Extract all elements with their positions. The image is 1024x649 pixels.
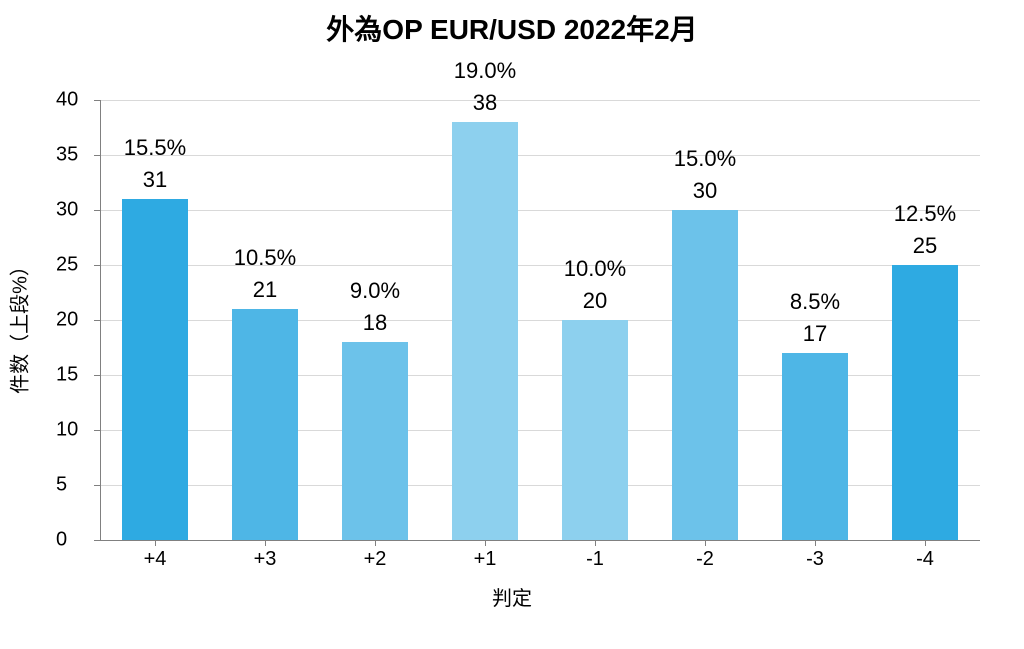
y-tick-label: 35	[56, 144, 92, 167]
x-tick-label: -2	[696, 548, 714, 571]
bar-percent-label: 8.5%	[760, 289, 870, 315]
bar-percent-label: 19.0%	[430, 58, 540, 84]
x-tick-label: +1	[474, 548, 497, 571]
bar	[122, 199, 188, 540]
chart-title: 外為OP EUR/USD 2022年2月	[0, 8, 1024, 48]
bar	[342, 342, 408, 540]
bar-value-label: 25	[870, 233, 980, 259]
bar-value-label: 17	[760, 321, 870, 347]
x-tick-mark	[265, 540, 266, 546]
bar-percent-label: 12.5%	[870, 201, 980, 227]
y-tick-label: 15	[56, 364, 92, 387]
plot-area: 3115.5%+42110.5%+3189.0%+23819.0%+12010.…	[100, 100, 980, 540]
bar-percent-label: 15.0%	[650, 146, 760, 172]
y-tick-label: 40	[56, 89, 92, 112]
gridline	[100, 155, 980, 156]
bar	[232, 309, 298, 540]
x-tick-mark	[155, 540, 156, 546]
gridline	[100, 100, 980, 101]
x-axis-line	[100, 540, 980, 541]
bar	[892, 265, 958, 540]
y-axis-label: 件数（上段%）	[4, 256, 33, 394]
x-tick-label: +2	[364, 548, 387, 571]
bar	[782, 353, 848, 540]
y-axis-line	[100, 100, 101, 540]
y-tick-label: 10	[56, 419, 92, 442]
bar	[672, 210, 738, 540]
y-tick-label: 30	[56, 199, 92, 222]
x-axis-label: 判定	[492, 582, 532, 611]
y-tick-label: 0	[56, 529, 92, 552]
bar-value-label: 38	[430, 90, 540, 116]
bar-percent-label: 10.0%	[540, 256, 650, 282]
bar	[452, 122, 518, 540]
bar	[562, 320, 628, 540]
gridline	[100, 210, 980, 211]
bar-value-label: 20	[540, 288, 650, 314]
x-tick-mark	[705, 540, 706, 546]
x-tick-label: -1	[586, 548, 604, 571]
bar-percent-label: 15.5%	[100, 135, 210, 161]
y-tick-label: 20	[56, 309, 92, 332]
x-tick-mark	[595, 540, 596, 546]
bar-percent-label: 10.5%	[210, 245, 320, 271]
y-tick-label: 5	[56, 474, 92, 497]
x-tick-label: -4	[916, 548, 934, 571]
bar-value-label: 30	[650, 178, 760, 204]
x-tick-label: +4	[144, 548, 167, 571]
x-tick-label: -3	[806, 548, 824, 571]
x-tick-mark	[485, 540, 486, 546]
bar-value-label: 18	[320, 310, 430, 336]
bar-percent-label: 9.0%	[320, 278, 430, 304]
x-tick-mark	[815, 540, 816, 546]
bar-value-label: 31	[100, 167, 210, 193]
x-tick-mark	[375, 540, 376, 546]
chart-container: 外為OP EUR/USD 2022年2月 件数（上段%） 31 15.5% +4 21…	[0, 0, 1024, 649]
bar-value-label: 21	[210, 277, 320, 303]
x-tick-label: +3	[254, 548, 277, 571]
y-tick-label: 25	[56, 254, 92, 277]
x-tick-mark	[925, 540, 926, 546]
